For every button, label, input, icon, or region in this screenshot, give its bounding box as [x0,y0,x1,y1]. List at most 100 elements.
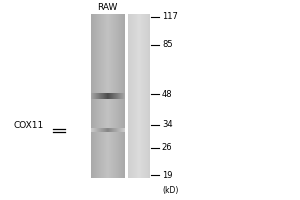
Bar [104,14,105,178]
Bar [120,14,121,178]
Bar [119,14,120,178]
Bar [94,128,95,132]
Bar [103,93,104,99]
Bar [107,93,108,99]
Bar [120,128,121,132]
Bar [101,93,102,99]
Bar [116,14,117,178]
Bar [108,14,109,178]
Bar [124,128,125,132]
Bar [122,93,123,99]
Bar [124,93,125,99]
Bar [93,128,94,132]
Bar [124,14,125,178]
Bar [100,128,101,132]
Bar [115,93,116,99]
Bar [117,14,118,178]
Bar [92,93,93,99]
Text: 117: 117 [162,12,178,21]
Bar [122,14,123,178]
Bar [103,128,104,132]
Bar [113,93,114,99]
Bar [94,93,95,99]
Bar [96,14,97,178]
Bar [97,128,98,132]
Bar [121,128,122,132]
Bar [105,93,106,99]
Bar [98,14,99,178]
Text: RAW: RAW [98,3,118,12]
Bar [107,128,108,132]
Bar [118,128,119,132]
Bar [112,128,113,132]
Bar [91,93,92,99]
Bar [94,14,95,178]
Bar [120,93,121,99]
Bar [91,128,92,132]
Bar [115,14,116,178]
Bar [116,93,117,99]
Bar [92,128,93,132]
Bar [98,93,99,99]
Bar [111,93,112,99]
Bar [113,128,114,132]
Bar [113,14,114,178]
Bar [102,14,103,178]
Bar [97,93,98,99]
Bar [105,128,106,132]
Bar [96,128,97,132]
Bar [110,93,111,99]
Text: 48: 48 [162,90,172,99]
Bar [119,128,120,132]
Bar [92,14,93,178]
Bar [111,14,112,178]
Bar [97,14,98,178]
Text: 26: 26 [162,143,172,152]
Bar [114,93,115,99]
Bar [117,93,118,99]
Bar [100,14,101,178]
Bar [102,128,103,132]
Bar [106,93,107,99]
Bar [123,14,124,178]
Bar [101,14,102,178]
Bar [99,14,100,178]
Bar [103,14,104,178]
Bar [110,14,111,178]
Bar [117,128,118,132]
Bar [116,128,117,132]
Text: 19: 19 [162,171,172,180]
Bar [104,128,105,132]
Bar [96,93,97,99]
Bar [98,128,99,132]
Bar [107,14,108,178]
Bar [118,93,119,99]
Bar [115,128,116,132]
Bar [99,128,100,132]
Bar [112,14,113,178]
Bar [119,93,120,99]
Bar [118,14,119,178]
Bar [121,93,122,99]
Text: 34: 34 [162,120,172,129]
Bar [93,14,94,178]
Bar [111,128,112,132]
Bar [105,14,106,178]
Bar [95,128,96,132]
Bar [123,128,124,132]
Bar [110,128,111,132]
Bar [114,14,115,178]
Bar [99,93,100,99]
Bar [95,93,96,99]
Bar [91,14,92,178]
Bar [122,128,123,132]
Bar [93,93,94,99]
Text: 85: 85 [162,40,172,49]
Bar [104,93,105,99]
Bar [101,128,102,132]
Bar [108,128,109,132]
Bar [95,14,96,178]
Bar [114,128,115,132]
Bar [123,93,124,99]
Text: COX11: COX11 [13,121,44,130]
